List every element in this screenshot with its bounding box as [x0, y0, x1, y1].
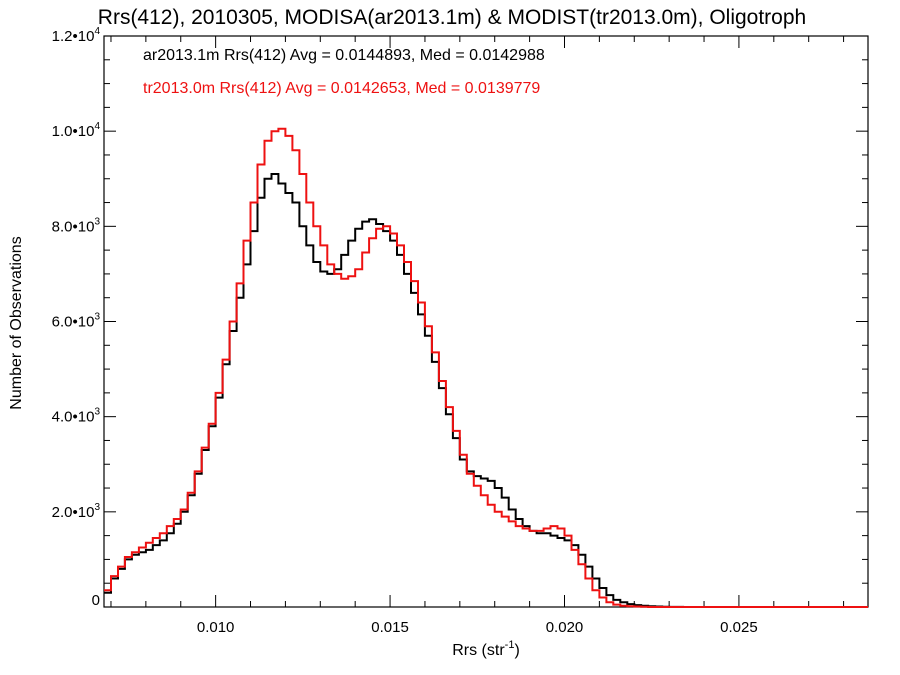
y-axis: 02.0•1034.0•1036.0•1038.0•1031.0•1041.2•…: [52, 26, 868, 609]
legend-entry-ar2013: ar2013.1m Rrs(412) Avg = 0.0144893, Med …: [143, 47, 545, 64]
y-tick-mantissa: 1.2•10: [52, 28, 95, 45]
x-axis: 0.010 0.015 0.020 0.025: [110, 36, 845, 636]
x-tick-label: 0.015: [371, 619, 409, 636]
chart-title: Rrs(412), 2010305, MODISA(ar2013.1m) & M…: [98, 6, 806, 29]
x-axis-label-sup: -1: [505, 639, 515, 651]
y-tick-exponent: 3: [94, 502, 100, 513]
y-tick-label: 6.0•103: [52, 312, 101, 331]
legend-entry-tr2013: tr2013.0m Rrs(412) Avg = 0.0142653, Med …: [143, 80, 540, 97]
y-tick-label: 2.0•103: [52, 502, 101, 521]
y-tick-mantissa: 0: [92, 592, 100, 609]
y-tick-mantissa: 1.0•10: [52, 123, 95, 140]
plot-frame: [103, 35, 869, 608]
y-tick-mantissa: 6.0•10: [52, 314, 95, 331]
y-tick-exponent: 3: [94, 312, 100, 323]
y-tick-label: 4.0•103: [52, 407, 101, 426]
y-tick-mantissa: 2.0•10: [52, 504, 95, 521]
y-tick-label: 1.2•104: [52, 26, 101, 45]
x-axis-label: Rrs (str-1): [452, 639, 520, 659]
y-tick-label: 8.0•103: [52, 216, 101, 235]
y-tick-exponent: 4: [94, 26, 100, 37]
series-layer: [104, 127, 868, 608]
y-tick-exponent: 3: [94, 216, 100, 227]
series-line-tr2013: [104, 127, 868, 608]
x-tick-label: 0.025: [720, 619, 758, 636]
y-tick-mantissa: 8.0•10: [52, 218, 95, 235]
x-axis-label-end: ): [514, 642, 519, 659]
x-tick-label: 0.010: [197, 619, 235, 636]
y-tick-mantissa: 4.0•10: [52, 409, 95, 426]
x-tick-label: 0.020: [546, 619, 584, 636]
x-axis-label-text: Rrs (str: [452, 642, 505, 659]
y-tick-label: 0: [92, 592, 100, 609]
y-tick-exponent: 4: [94, 121, 100, 132]
y-axis-label: Number of Observations: [8, 236, 25, 409]
series-line-ar2013: [104, 173, 868, 608]
y-tick-exponent: 3: [94, 407, 100, 418]
y-tick-label: 1.0•104: [52, 121, 101, 140]
